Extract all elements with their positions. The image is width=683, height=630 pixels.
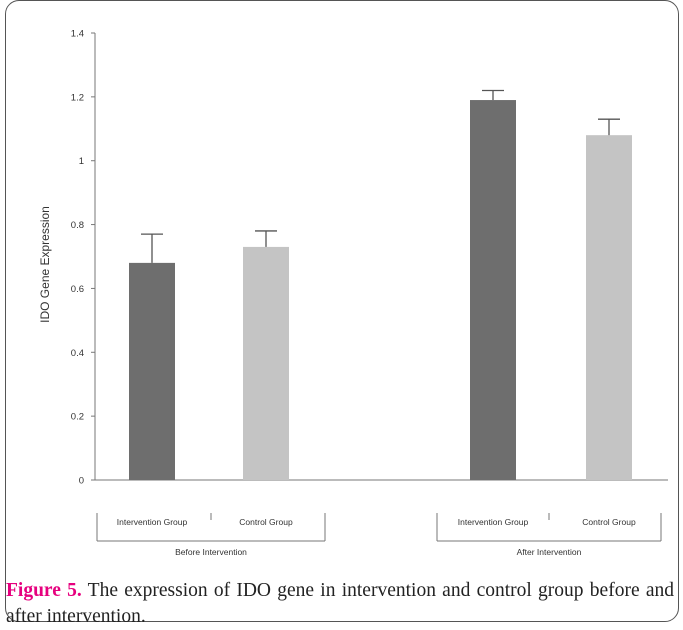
bar-chart: 0 0.2 0.4 0.6 0.8 1 1.2 1.4 IDO Gene Expression I… <box>38 29 668 557</box>
x-tick-label: Control Group <box>239 517 293 527</box>
figure-caption: Figure 5. The expression of IDO gene in … <box>6 578 674 630</box>
y-tick-label: 0.4 <box>71 348 84 359</box>
y-tick-label: 0.2 <box>71 412 84 423</box>
y-tick-label: 1.2 <box>71 92 84 103</box>
group-label: After Intervention <box>517 547 582 557</box>
y-axis-title: IDO Gene Expression <box>38 206 52 323</box>
x-tick-label: Intervention Group <box>117 517 188 527</box>
bar <box>243 246 289 480</box>
y-tick-label: 0 <box>79 476 84 487</box>
bar <box>470 100 516 481</box>
bar <box>586 135 632 480</box>
bar <box>129 262 175 480</box>
figure-label: Figure 5. <box>6 580 82 601</box>
x-tick-label: Intervention Group <box>458 517 529 527</box>
y-tick-label: 0.8 <box>71 220 84 231</box>
x-tick-label: Control Group <box>582 517 636 527</box>
y-tick-label: 1.4 <box>71 29 84 40</box>
caption-text: The expression of IDO gene in interventi… <box>6 580 674 627</box>
y-tick-label: 0.6 <box>71 284 84 295</box>
group-label: Before Intervention <box>175 547 247 557</box>
y-tick-label: 1 <box>79 156 84 167</box>
figure-frame <box>5 0 679 622</box>
